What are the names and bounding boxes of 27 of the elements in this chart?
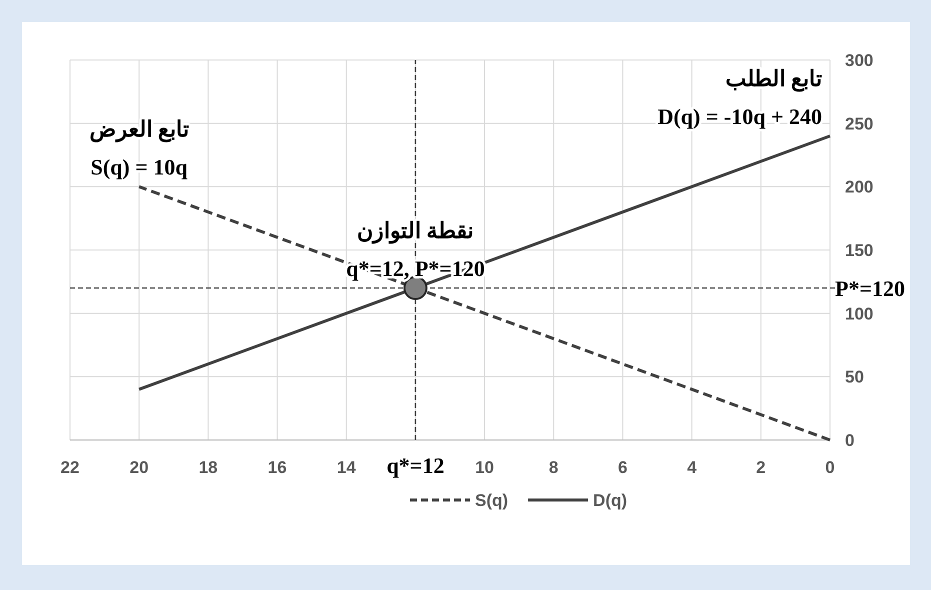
- ref-line-label: P*=120: [835, 276, 905, 301]
- x-tick-label: 4: [687, 458, 698, 477]
- x-tick-label: 6: [618, 458, 628, 477]
- annotation: D(q) = -10q + 240: [658, 104, 822, 129]
- x-tick-label: 10: [475, 458, 494, 477]
- x-tick-label: 0: [825, 458, 835, 477]
- legend-label: S(q): [475, 491, 508, 510]
- annotation: S(q) = 10q: [90, 154, 188, 180]
- y-tick-label: 0: [845, 431, 854, 450]
- x-tick-label: 14: [336, 458, 356, 477]
- x-tick-label: 8: [548, 458, 558, 477]
- y-tick-label: 150: [845, 241, 874, 260]
- x-tick-label: 18: [198, 458, 218, 477]
- y-tick-label: 300: [845, 51, 874, 70]
- x-tick-label: 16: [268, 458, 287, 477]
- y-tick-label: 200: [845, 178, 874, 197]
- ref-line-label: q*=12: [386, 453, 444, 478]
- x-tick-label: 22: [60, 458, 80, 477]
- y-tick-label: 100: [845, 304, 874, 324]
- annotation: تابع الطلب: [726, 66, 822, 92]
- annotation: نقطة التوازن: [357, 218, 474, 244]
- legend-label: D(q): [593, 491, 628, 510]
- x-tick-label: 20: [130, 458, 149, 477]
- y-tick-label: 250: [845, 114, 874, 134]
- annotation: تابع العرض: [89, 116, 189, 143]
- x-tick-label: 2: [756, 458, 766, 477]
- y-tick-label: 50: [845, 368, 864, 387]
